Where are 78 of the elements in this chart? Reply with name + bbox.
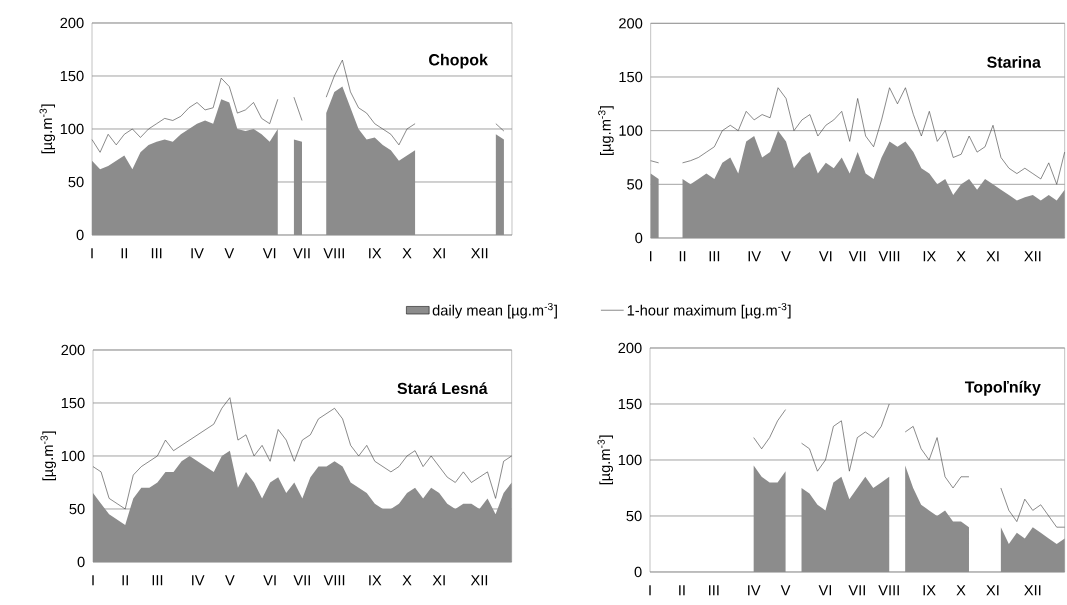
x-tick-label: I <box>92 575 94 586</box>
x-tick-label: IV <box>748 251 762 262</box>
x-tick-label: VI <box>262 248 276 259</box>
x-tick-label: IX <box>369 248 382 259</box>
x-tick-label: III <box>709 585 719 596</box>
text: Starina <box>987 56 1041 68</box>
x-tick-label: XI <box>432 248 445 259</box>
x-tick-label: II <box>122 575 128 586</box>
y-tick-label: 100 <box>61 450 85 462</box>
y-tick-label: 200 <box>60 17 84 29</box>
x-tick-label: IV <box>191 248 204 259</box>
x-tick-label: V <box>780 585 791 596</box>
y-axis-title: [µg.m$^{-3}$] <box>597 435 613 485</box>
legend-label: 1-hour maximum [µg.m$^{-3}$] <box>627 302 791 319</box>
x-tick-label: XI <box>986 585 999 596</box>
x-tick-label: II <box>679 585 685 596</box>
y-tick-label: 0 <box>635 232 643 244</box>
x-tick-label: I <box>649 251 652 262</box>
y-tick-label: 200 <box>618 342 642 354</box>
y-axis-title: [µg.m$^{-3}$] <box>598 106 614 156</box>
x-tick-label: VII <box>848 585 865 596</box>
x-tick-label: X <box>402 248 412 259</box>
text: Chopok <box>429 53 488 69</box>
y-tick-label: 0 <box>76 229 84 241</box>
y-axis-title: [µg.m$^{-3}$] <box>39 104 55 154</box>
x-tick-label: VIII <box>878 585 899 596</box>
y-tick-label: 100 <box>619 125 643 136</box>
x-tick-label: V <box>781 251 791 262</box>
y-tick-label: 50 <box>69 503 85 515</box>
x-tick-label: I <box>91 248 93 259</box>
x-tick-label: VI <box>818 251 832 262</box>
y-tick-label: 0 <box>634 566 642 578</box>
x-tick-label: V <box>225 575 235 586</box>
text: Topoľníky <box>964 380 1041 396</box>
y-tick-label: 150 <box>619 71 643 83</box>
y-tick-label: 50 <box>626 510 642 522</box>
y-tick-label: 50 <box>627 179 643 190</box>
x-tick-label: IV <box>748 585 761 596</box>
x-tick-label: XI <box>432 575 445 586</box>
x-tick-label: IX <box>923 251 936 262</box>
x-tick-label: II <box>121 248 128 259</box>
legend-label: daily mean [µg.m$^{-3}$] <box>432 302 557 319</box>
x-tick-label: VIII <box>323 575 345 586</box>
text: Stará Lesná <box>397 382 488 395</box>
y-tick-label: 100 <box>618 454 642 466</box>
x-tick-label: II <box>679 251 686 262</box>
y-tick-label: 0 <box>77 556 85 568</box>
x-tick-label: V <box>224 248 235 259</box>
y-tick-label: 150 <box>60 70 84 82</box>
x-tick-label: VII <box>293 575 310 586</box>
y-tick-label: 100 <box>60 123 84 135</box>
y-tick-label: 150 <box>61 397 85 409</box>
y-axis-title: [µg.m$^{-3}$] <box>40 431 56 481</box>
x-tick-label: XII <box>1024 585 1041 596</box>
x-tick-label: XII <box>1024 251 1041 262</box>
x-tick-label: IV <box>192 575 205 586</box>
x-tick-label: X <box>956 251 966 262</box>
x-tick-label: XII <box>471 248 488 259</box>
x-tick-label: XII <box>470 575 488 586</box>
x-tick-label: VII <box>848 251 866 262</box>
x-tick-label: XI <box>986 251 999 262</box>
y-tick-label: 200 <box>61 344 85 356</box>
x-tick-label: III <box>709 251 720 262</box>
y-tick-label: 50 <box>68 176 84 188</box>
y-tick-label: 200 <box>619 18 643 29</box>
x-tick-label: X <box>956 585 966 596</box>
x-tick-label: VIII <box>878 251 900 262</box>
x-tick-label: I <box>649 585 651 596</box>
x-tick-label: VII <box>293 248 310 259</box>
x-tick-label: VI <box>818 585 832 596</box>
x-tick-label: IX <box>923 585 936 596</box>
y-tick-label: 150 <box>618 398 642 410</box>
x-tick-label: IX <box>369 575 382 586</box>
x-tick-label: X <box>402 575 412 586</box>
x-tick-label: VI <box>263 575 276 586</box>
x-tick-label: VIII <box>323 248 344 259</box>
x-tick-label: III <box>151 248 162 259</box>
x-tick-label: III <box>152 575 163 586</box>
